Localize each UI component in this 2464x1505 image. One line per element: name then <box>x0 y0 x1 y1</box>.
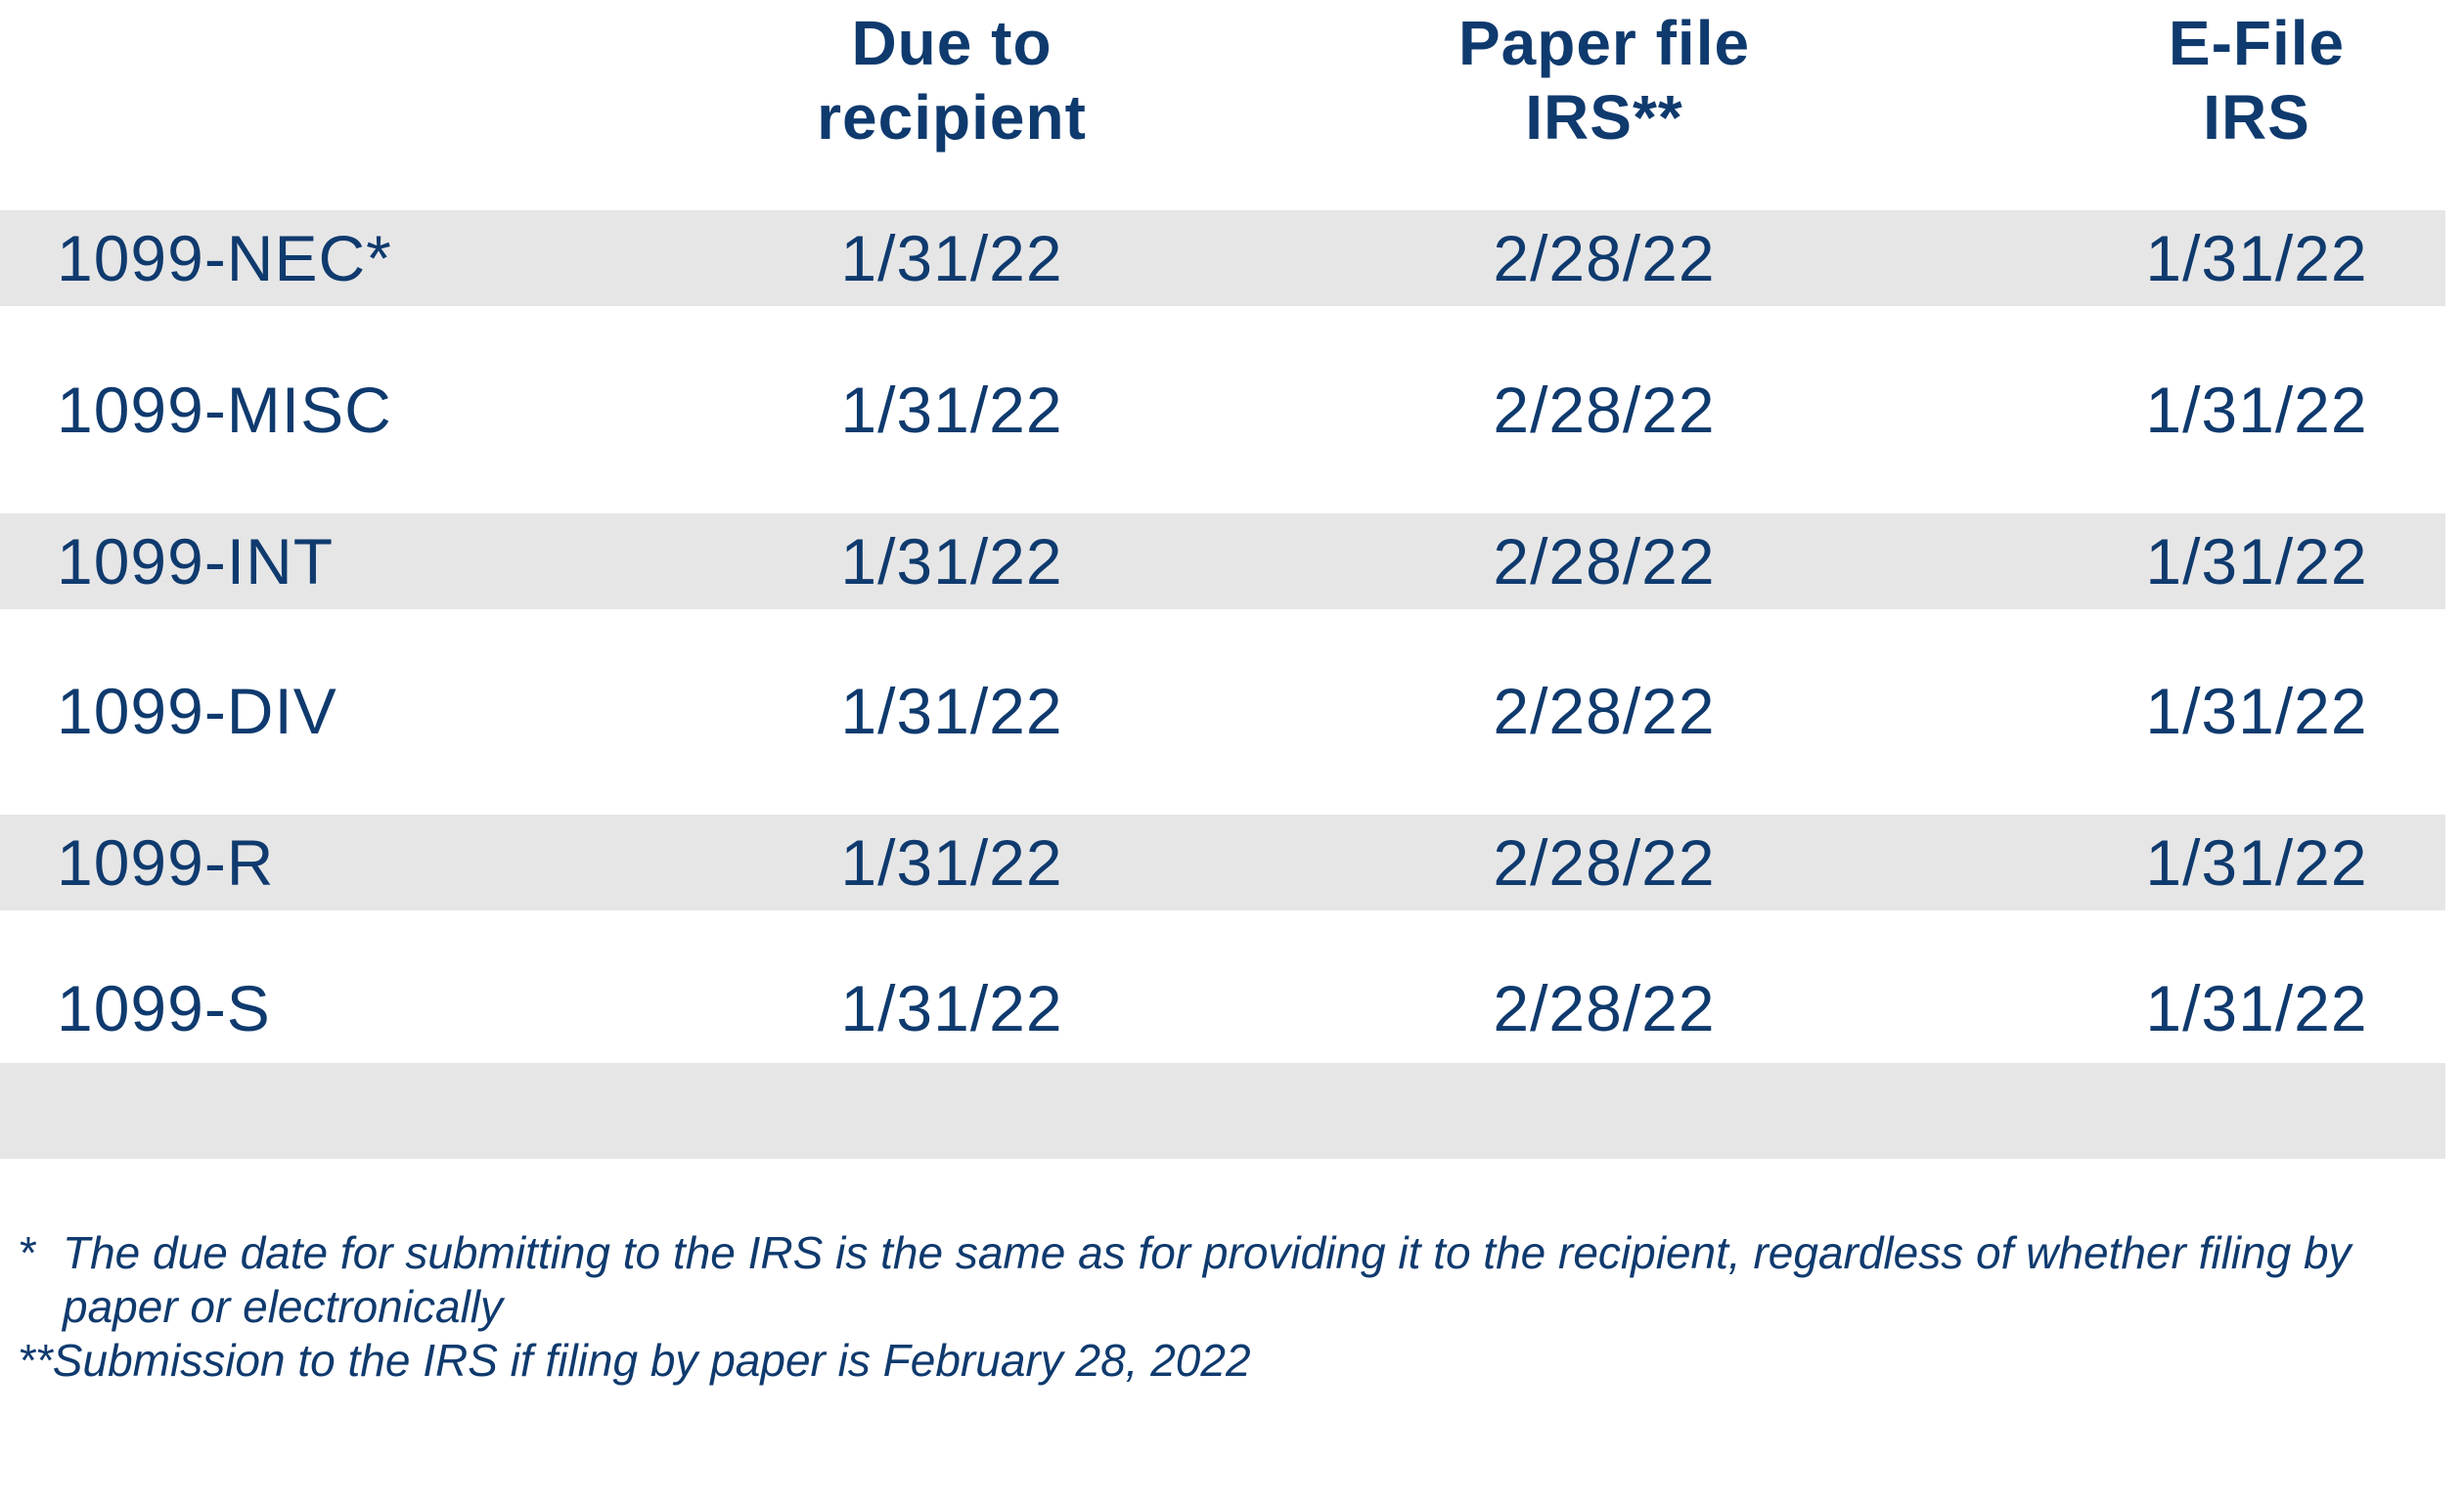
paper-file-irs-cell: 2/28/22 <box>1493 826 1716 899</box>
header-due-to-recipient: Due to recipient <box>817 8 1087 153</box>
paper-file-irs-cell: 2/28/22 <box>1493 374 1716 446</box>
paper-file-irs-cell: 2/28/22 <box>1493 525 1716 598</box>
table-header: Due to recipient Paper file IRS** E-File… <box>0 0 2445 210</box>
due-to-recipient-cell: 1/31/22 <box>840 675 1063 747</box>
form-name-cell: 1099-DIV <box>57 675 337 747</box>
efile-irs-cell: 1/31/22 <box>2145 972 2368 1044</box>
table-row: 1099-S 1/31/22 2/28/22 1/31/22 <box>0 960 2445 1056</box>
footnote-double-asterisk: **Submission to the IRS if filing by pap… <box>18 1335 1251 1386</box>
table-empty-row <box>0 1063 2445 1159</box>
efile-irs-cell: 1/31/22 <box>2145 826 2368 899</box>
due-to-recipient-cell: 1/31/22 <box>840 222 1063 294</box>
footnote-marker: * <box>18 1227 35 1278</box>
table-row: 1099-NEC* 1/31/22 2/28/22 1/31/22 <box>0 210 2445 306</box>
footnotes: * The due date for submitting to the IRS… <box>18 1226 2443 1388</box>
paper-file-irs-cell: 2/28/22 <box>1493 675 1716 747</box>
table-row: 1099-MISC 1/31/22 2/28/22 1/31/22 <box>0 362 2445 458</box>
table-row: 1099-R 1/31/22 2/28/22 1/31/22 <box>0 815 2445 910</box>
due-to-recipient-cell: 1/31/22 <box>840 972 1063 1044</box>
efile-irs-cell: 1/31/22 <box>2145 525 2368 598</box>
form-name-cell: 1099-R <box>57 826 275 899</box>
paper-file-irs-cell: 2/28/22 <box>1493 222 1716 294</box>
footnote-single-asterisk: * The due date for submitting to the IRS… <box>18 1226 2443 1334</box>
efile-irs-cell: 1/31/22 <box>2145 222 2368 294</box>
form-name-cell: 1099-NEC* <box>57 222 392 294</box>
table-row: 1099-INT 1/31/22 2/28/22 1/31/22 <box>0 513 2445 609</box>
header-efile-irs: E-File IRS <box>2168 8 2346 153</box>
table-row: 1099-DIV 1/31/22 2/28/22 1/31/22 <box>0 663 2445 759</box>
header-paper-file-irs: Paper file IRS** <box>1457 8 1751 153</box>
paper-file-irs-cell: 2/28/22 <box>1493 972 1716 1044</box>
form-name-cell: 1099-MISC <box>57 374 392 446</box>
efile-irs-cell: 1/31/22 <box>2145 675 2368 747</box>
footnote-text: The due date for submitting to the IRS i… <box>63 1227 2352 1332</box>
efile-irs-cell: 1/31/22 <box>2145 374 2368 446</box>
form-name-cell: 1099-INT <box>57 525 335 598</box>
due-to-recipient-cell: 1/31/22 <box>840 374 1063 446</box>
due-to-recipient-cell: 1/31/22 <box>840 525 1063 598</box>
form-name-cell: 1099-S <box>57 972 271 1044</box>
due-to-recipient-cell: 1/31/22 <box>840 826 1063 899</box>
